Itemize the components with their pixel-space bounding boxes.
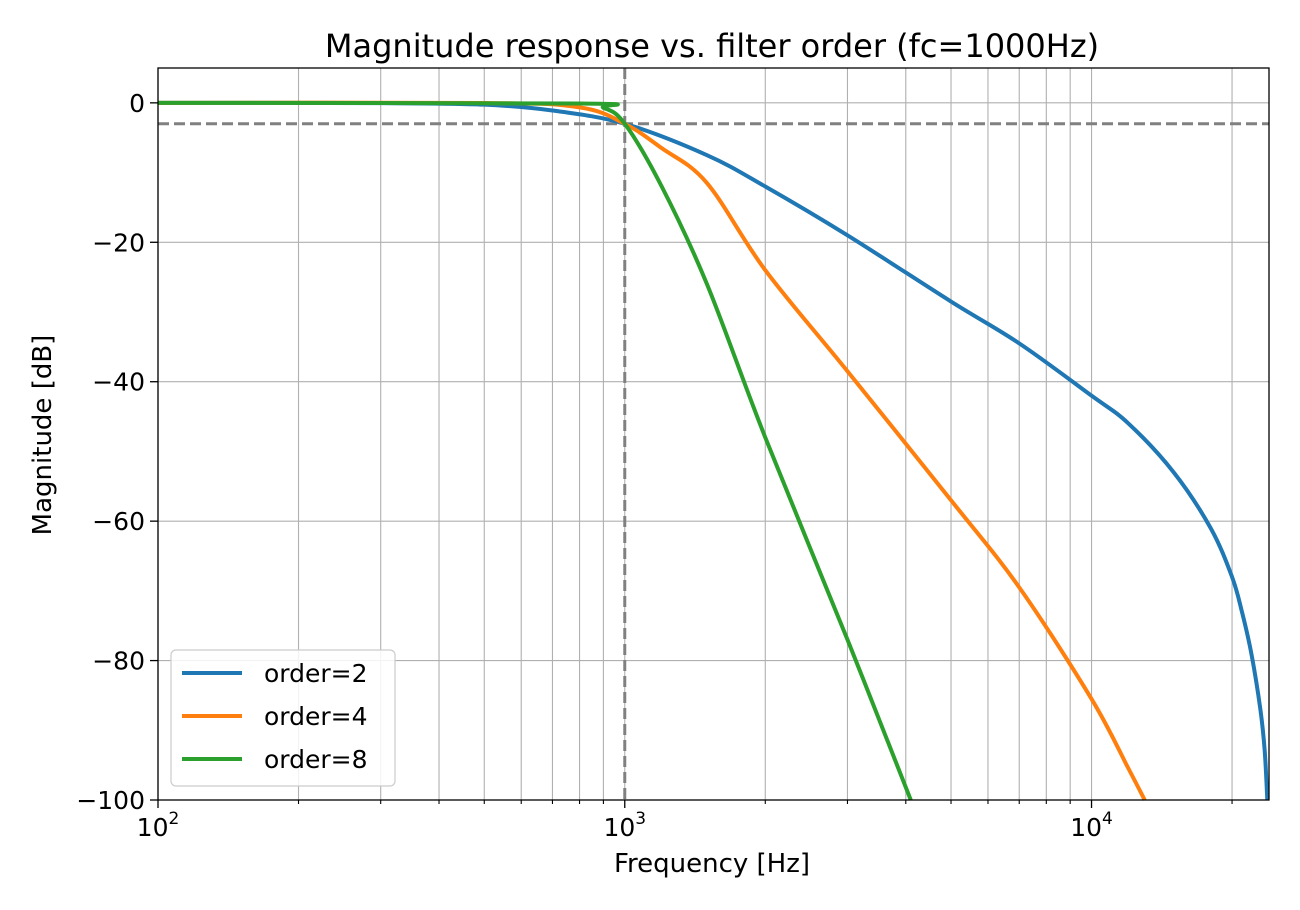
x-tick-label: 103	[603, 809, 646, 842]
plot-area-frame	[157, 67, 1270, 801]
x-tick-label: 104	[1070, 809, 1113, 842]
axis-ticks: 102 103 104 0 −20 −40 −60 −80 −100	[76, 89, 1233, 842]
legend-label-1: order=2	[264, 659, 368, 688]
y-tick-label: −80	[92, 647, 145, 676]
y-tick-label: −20	[92, 228, 145, 257]
y-tick-label: −60	[92, 507, 145, 536]
legend-box	[170, 649, 396, 787]
legend-label-2: order=4	[264, 702, 368, 731]
y-tick-label: −40	[92, 368, 145, 397]
x-tick-label: 102	[137, 809, 180, 842]
grid	[157, 68, 1269, 801]
series-line-3	[157, 100, 913, 801]
y-axis-label: Magnitude [dB]	[28, 335, 58, 536]
legend: order=2 order=4 order=8	[170, 649, 396, 787]
legend-label-3: order=8	[264, 745, 368, 774]
reference-lines	[158, 68, 1269, 800]
y-tick-label: −100	[76, 786, 145, 815]
y-tick-label: 0	[129, 89, 145, 118]
series-lines	[157, 100, 1270, 801]
x-axis-label: Frequency [Hz]	[614, 849, 810, 879]
series-line-1	[157, 100, 1270, 801]
chart-title: Magnitude response vs. filter order (fc=…	[325, 27, 1099, 65]
